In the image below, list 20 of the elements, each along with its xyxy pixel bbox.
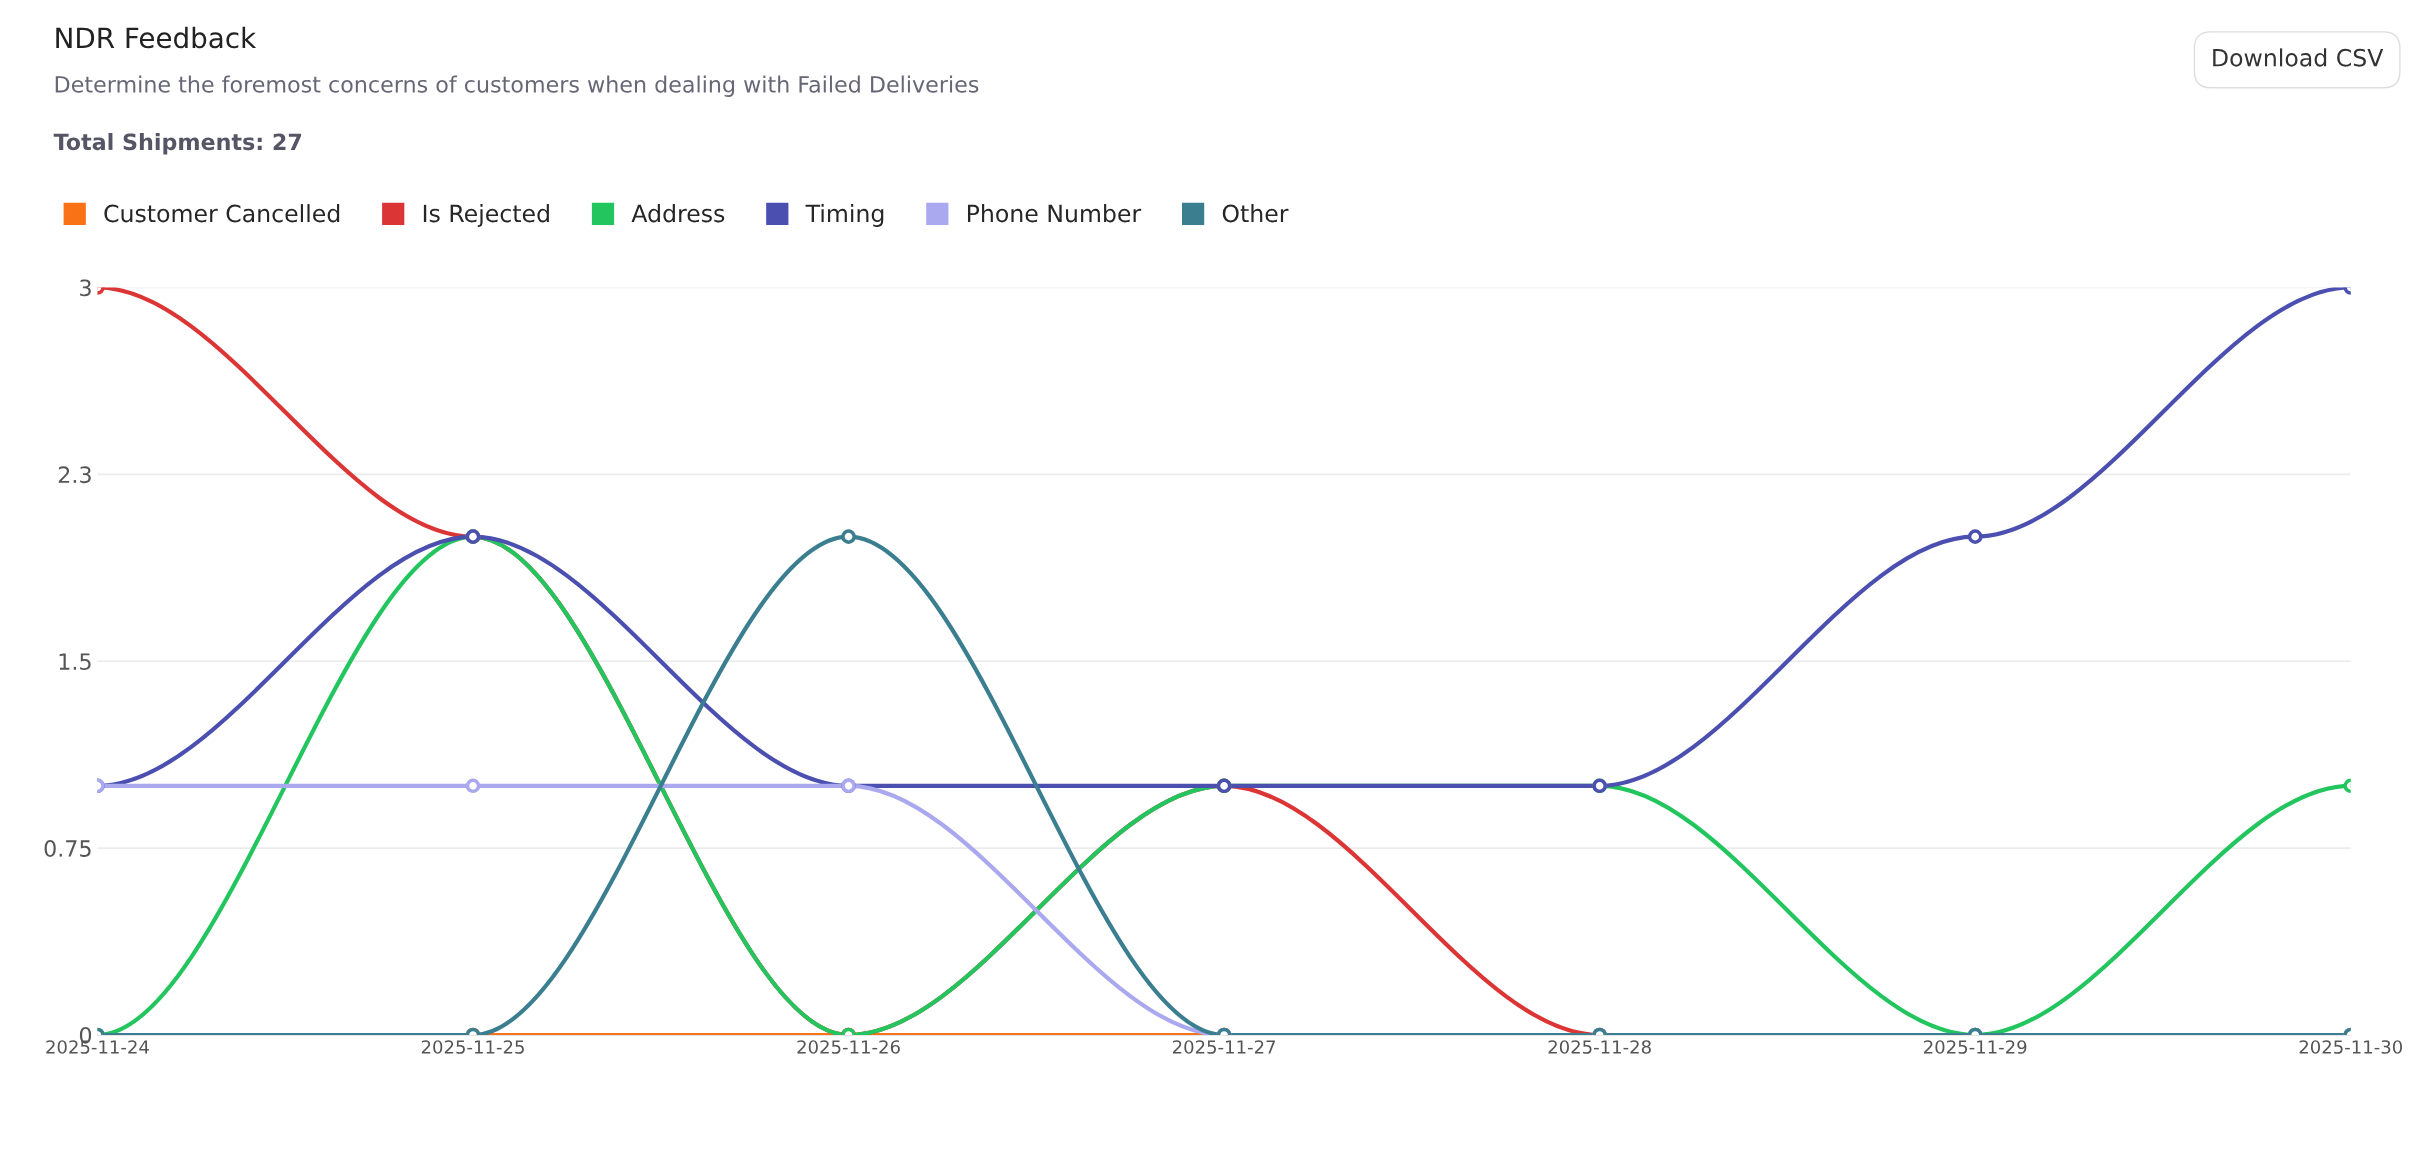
legend-label: Phone Number <box>967 204 1142 223</box>
y-tick-label: 1.5 <box>59 653 91 671</box>
legend-label: Timing <box>805 204 884 227</box>
x-tick-label: 2025-11-27 <box>1172 1040 1276 1054</box>
y-tick-label: 2.3 <box>58 466 91 484</box>
legend-label: Address <box>631 204 725 223</box>
chart-subtitle: Determine the foremost concerns of customers when dealing with Failed Deliveries <box>55 75 979 97</box>
legend-label: Is Rejected <box>423 204 549 227</box>
x-tick-label: 2025-11-26 <box>797 1040 900 1054</box>
x-tick-label: 2025-11-28 <box>1548 1040 1651 1054</box>
text: Download CSV <box>2213 48 2384 67</box>
y-tick-label: 3 <box>80 279 91 297</box>
chart-title: NDR Feedback <box>56 26 257 49</box>
x-tick-label: 2025-11-29 <box>1924 1040 2027 1054</box>
x-tick-label: 2025-11-30 <box>2299 1040 2403 1054</box>
legend-label: Customer Cancelled <box>104 204 340 223</box>
text: Total Shipments: 27 <box>53 133 302 155</box>
x-tick-label: 2025-11-25 <box>421 1040 524 1054</box>
legend-label: Other <box>1222 204 1289 223</box>
y-tick-label: 0.75 <box>44 840 91 857</box>
